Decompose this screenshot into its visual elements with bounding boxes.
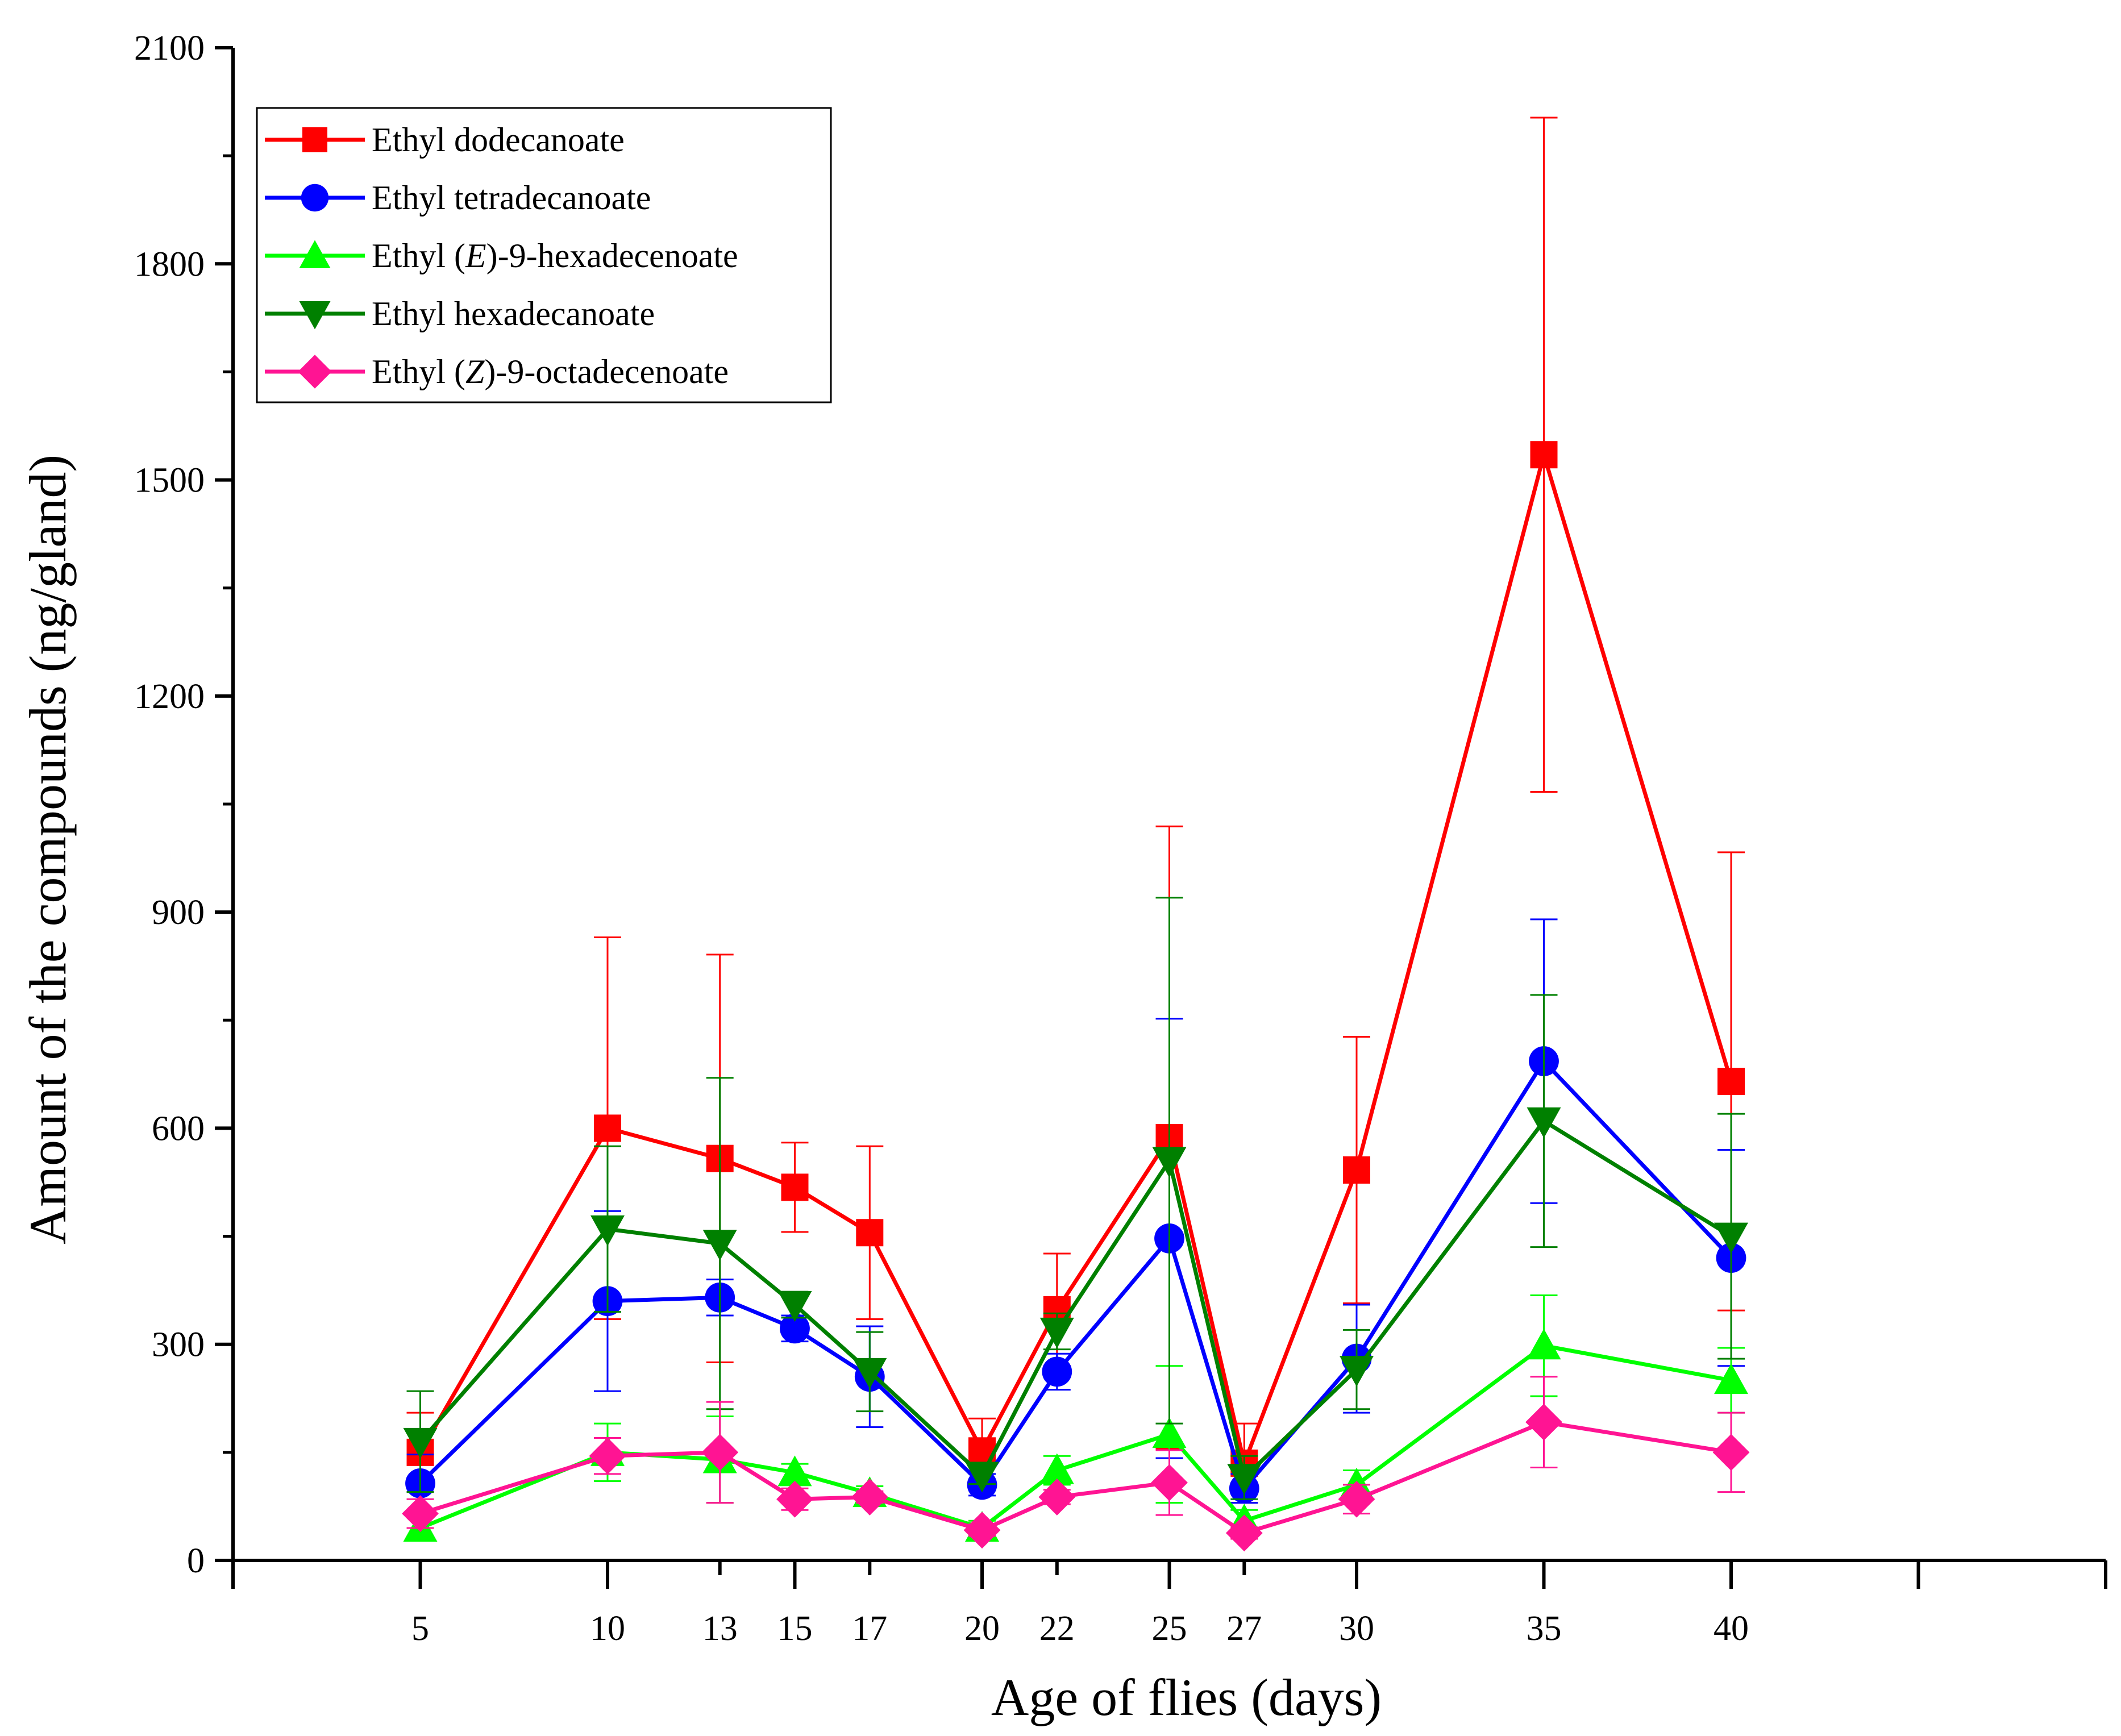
legend-label: Ethyl hexadecanoate xyxy=(372,295,655,332)
legend: Ethyl dodecanoate Ethyl tetradecanoate Eth… xyxy=(256,107,832,403)
data-point xyxy=(1525,1404,1562,1441)
y-tick-label: 600 xyxy=(152,1109,205,1148)
data-point xyxy=(852,1358,887,1389)
data-point xyxy=(1714,1363,1748,1394)
data-point xyxy=(402,1495,439,1533)
data-point xyxy=(594,1114,621,1142)
x-tick-label: 20 xyxy=(964,1609,1000,1648)
legend-item-2: Ethyl tetradecanoate xyxy=(265,179,651,217)
data-point xyxy=(963,1512,1001,1549)
legend-marker xyxy=(299,301,331,330)
x-tick-label: 25 xyxy=(1152,1609,1187,1648)
data-point xyxy=(1151,1464,1188,1501)
data-point xyxy=(851,1479,888,1516)
legend-item-5: Ethyl (Z)-9-octadecenoate xyxy=(265,353,729,390)
series-line xyxy=(419,1059,1733,1491)
legend-marker xyxy=(301,184,329,212)
x-tick-label: 10 xyxy=(590,1609,625,1648)
x-axis-title: Age of flies (days) xyxy=(991,1668,1382,1726)
y-tick-label: 2100 xyxy=(134,29,205,68)
x-tick-label: 27 xyxy=(1226,1609,1262,1648)
legend-label: Ethyl dodecanoate xyxy=(372,121,625,159)
x-tick-label: 15 xyxy=(777,1609,813,1648)
data-point xyxy=(777,1455,812,1487)
data-point xyxy=(965,1462,999,1493)
y-tick-label: 300 xyxy=(152,1326,205,1364)
series-line xyxy=(418,452,1733,1466)
data-point xyxy=(856,1219,884,1247)
data-point xyxy=(1712,1434,1750,1471)
data-point xyxy=(589,1437,626,1475)
data-point xyxy=(1227,1464,1262,1495)
legend-item-4: Ethyl hexadecanoate xyxy=(265,295,655,332)
legend-marker xyxy=(298,355,332,389)
legend-marker xyxy=(299,240,331,268)
legend-marker xyxy=(302,127,327,152)
data-point xyxy=(1225,1514,1263,1552)
data-point xyxy=(1152,1417,1187,1448)
y-axis-ticks: 0 300 600 900 1200 1500 1800 2100 xyxy=(134,29,233,1580)
data-point xyxy=(1717,1068,1745,1096)
data-point xyxy=(1343,1156,1370,1184)
legend-label: Ethyl (Z)-9-octadecenoate xyxy=(372,353,729,390)
data-point xyxy=(1527,1329,1561,1360)
data-point xyxy=(1340,1356,1374,1387)
x-tick-label: 30 xyxy=(1339,1609,1374,1648)
series-line xyxy=(418,1119,1732,1480)
data-point xyxy=(780,1313,810,1344)
data-point xyxy=(776,1480,813,1518)
data-point xyxy=(1042,1356,1072,1387)
data-point xyxy=(1527,1107,1561,1138)
data-point xyxy=(777,1290,812,1322)
x-tick-label: 22 xyxy=(1039,1609,1075,1648)
data-point xyxy=(702,1230,737,1261)
x-tick-label: 40 xyxy=(1714,1609,1749,1648)
x-tick-label: 13 xyxy=(702,1609,738,1648)
series-line xyxy=(419,1343,1732,1530)
data-point xyxy=(701,1434,739,1471)
legend-item-3: Ethyl (E)-9-hexadecenoate xyxy=(265,237,738,274)
data-point xyxy=(1038,1479,1076,1516)
series-5 xyxy=(402,1376,1750,1552)
data-point xyxy=(1152,1147,1187,1178)
data-point xyxy=(781,1173,809,1201)
legend-item-1: Ethyl dodecanoate xyxy=(265,121,625,159)
data-point xyxy=(1530,441,1558,469)
y-tick-label: 900 xyxy=(152,893,205,932)
series-line xyxy=(419,1420,1732,1535)
series-layer xyxy=(402,116,1750,1552)
y-tick-label: 0 xyxy=(187,1542,205,1580)
data-point xyxy=(403,1427,438,1459)
y-tick-label: 1200 xyxy=(134,677,205,716)
data-point xyxy=(1039,1453,1074,1484)
x-tick-label: 35 xyxy=(1527,1609,1562,1648)
data-point xyxy=(1714,1222,1748,1254)
x-tick-label: 17 xyxy=(852,1609,887,1648)
y-tick-label: 1800 xyxy=(134,245,205,284)
y-tick-label: 1500 xyxy=(134,461,205,500)
x-axis-ticks: 5 10 13 15 17 20 22 25 27 30 35 40 xyxy=(231,1560,2107,1648)
legend-label: Ethyl (E)-9-hexadecenoate xyxy=(372,237,738,274)
legend-label: Ethyl tetradecanoate xyxy=(372,179,651,217)
data-point xyxy=(1338,1480,1375,1518)
y-axis-title: Amount of the compounds (ng/gland) xyxy=(19,455,77,1244)
data-point xyxy=(1039,1317,1074,1348)
data-point xyxy=(590,1215,625,1246)
x-tick-label: 5 xyxy=(411,1609,429,1648)
